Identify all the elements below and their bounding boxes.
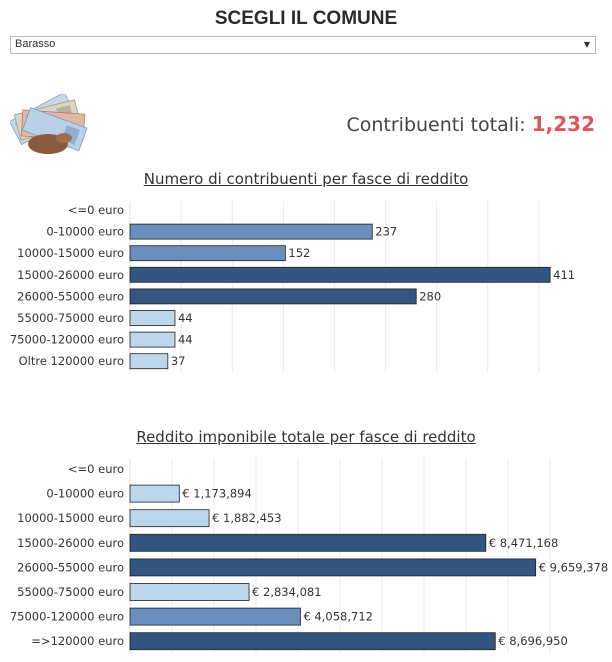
data-label: 411 [553,268,575,282]
category-label: 75000-120000 euro [10,610,124,624]
category-label: 10000-15000 euro [17,246,124,260]
chart1-title: Numero di contribuenti per fasce di redd… [143,170,469,188]
data-label: € 1,882,453 [212,511,282,525]
bar [129,533,487,552]
comune-select-value: Barasso [15,38,56,50]
bar [129,583,250,601]
contribuenti-bar-chart: <=0 euro 0-10000 euro 237 10000-15000 euro 1… [10,201,575,372]
bar [129,509,210,528]
bar [129,632,496,651]
data-label: € 2,834,081 [252,585,322,599]
category-label: Oltre 120000 euro [19,354,124,368]
chart2-title: Reddito imponibile totale per fasce di r… [136,428,476,446]
category-label: 55000-75000 euro [17,311,124,325]
category-label: 26000-55000 euro [17,289,124,303]
data-label: € 8,471,168 [489,536,559,550]
category-label: 0-10000 euro [46,487,124,501]
page-title: SCEGLI IL COMUNE [214,8,398,29]
data-label: € 1,173,894 [182,487,252,501]
chevron-down-icon[interactable]: ▼ [583,40,590,49]
data-label: 237 [375,225,397,239]
bar [129,310,176,326]
category-label: <=0 euro [68,462,124,476]
category-label: 55000-75000 euro [17,585,124,599]
banknotes-icon [10,94,88,154]
data-label: 152 [288,246,310,260]
totals-value: 1,232 [531,112,595,136]
category-label: 15000-26000 euro [17,268,124,282]
category-label: 10000-15000 euro [17,511,124,525]
bar [129,331,176,348]
bar [129,607,301,626]
bar [129,558,537,577]
category-label: 75000-120000 euro [10,333,124,347]
category-label: =>120000 euro [31,634,124,648]
data-label: € 4,058,712 [303,610,373,624]
data-label: € 8,696,950 [498,634,568,648]
data-label: 44 [178,333,193,347]
totals-label: Contribuenti totali: [346,114,526,136]
bar [129,266,551,283]
data-label: 280 [419,289,441,303]
bar [129,223,373,240]
data-label: 44 [178,311,193,325]
bar [129,245,286,262]
data-label: € 9,659,378 [539,560,609,574]
category-label: 0-10000 euro [46,225,124,239]
comune-select[interactable]: Barasso ▼ [10,36,596,54]
bar [129,484,180,503]
data-label: 37 [171,354,186,368]
category-label: 15000-26000 euro [17,536,124,550]
category-label: 26000-55000 euro [17,560,124,574]
bar [129,288,417,305]
bar [129,353,169,370]
totals-summary: Contribuenti totali: 1,232 [346,112,595,136]
category-label: <=0 euro [68,203,124,217]
reddito-bar-chart: <=0 euro 0-10000 euro € 1,173,894 10000-150… [10,458,609,654]
